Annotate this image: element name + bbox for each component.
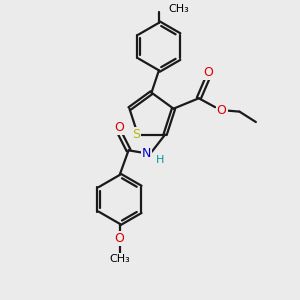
Text: CH₃: CH₃ — [109, 254, 130, 264]
Text: O: O — [203, 66, 213, 79]
Text: N: N — [142, 147, 151, 160]
Text: O: O — [115, 121, 124, 134]
Text: O: O — [115, 232, 124, 244]
Text: CH₃: CH₃ — [168, 4, 189, 14]
Text: H: H — [156, 155, 164, 165]
Text: O: O — [217, 103, 226, 117]
Text: S: S — [132, 128, 140, 141]
